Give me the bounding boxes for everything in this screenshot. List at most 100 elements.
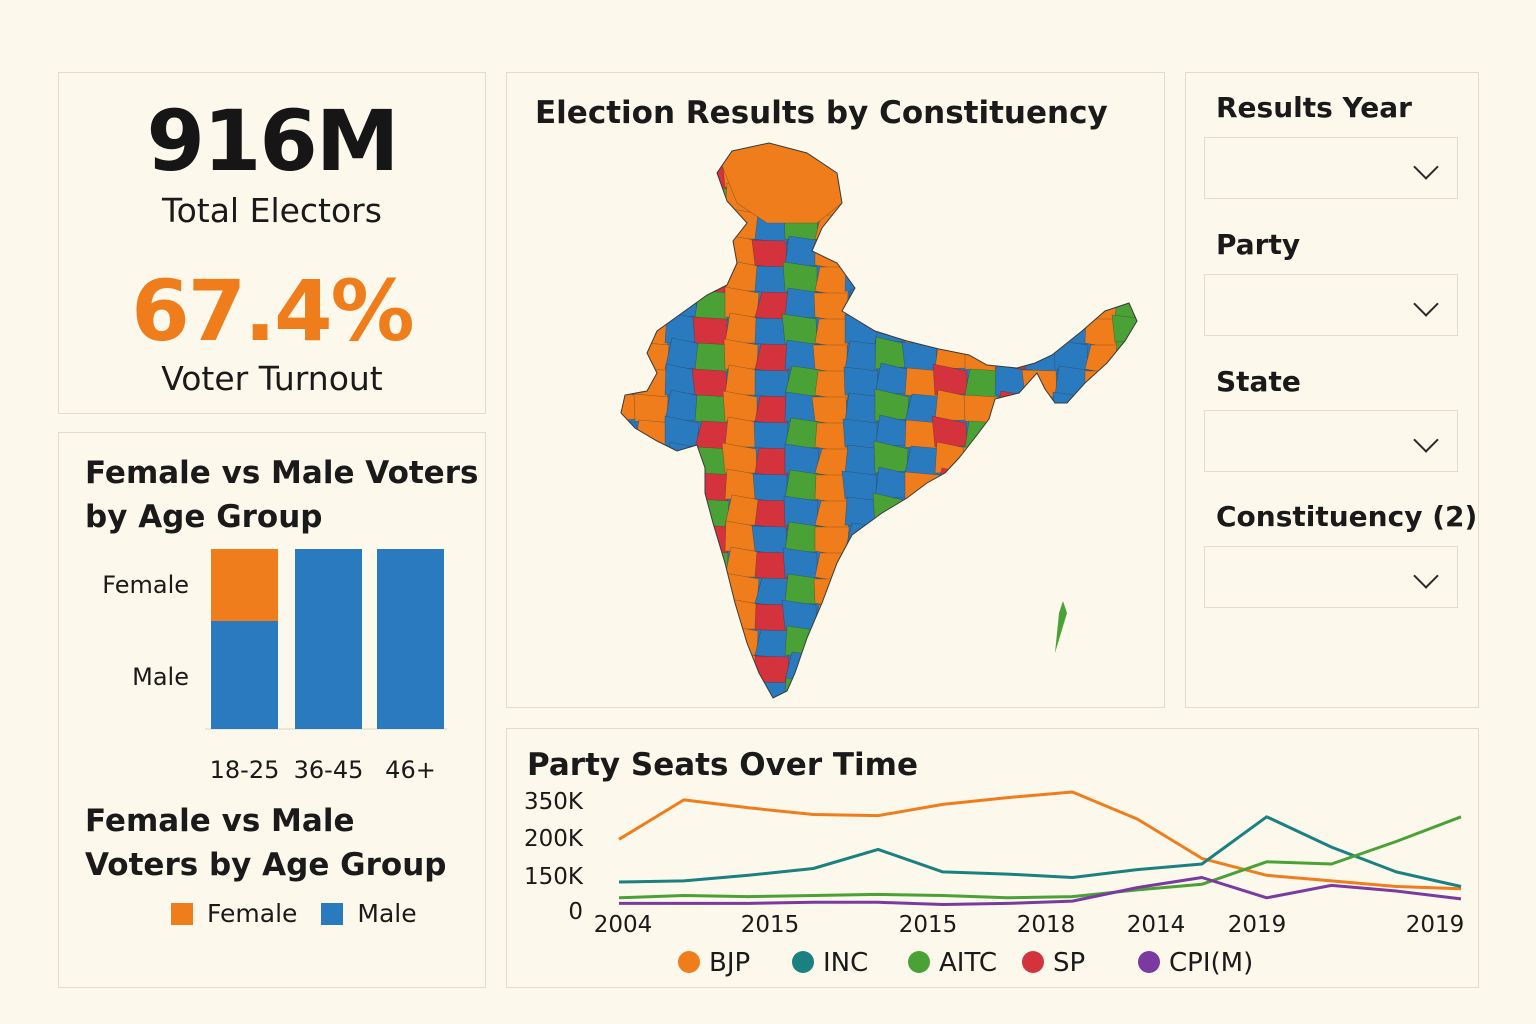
constituency-region[interactable]	[1114, 574, 1152, 606]
constituency-region[interactable]	[1024, 161, 1061, 193]
constituency-region[interactable]	[632, 159, 668, 191]
constituency-region[interactable]	[1024, 447, 1061, 479]
constituency-region[interactable]	[605, 284, 645, 318]
constituency-region[interactable]	[1023, 551, 1059, 583]
constituency-region[interactable]	[964, 576, 1001, 608]
constituency-region[interactable]	[934, 467, 977, 500]
constituency-region[interactable]	[694, 498, 730, 530]
constituency-region[interactable]	[1112, 262, 1147, 294]
constituency-region[interactable]	[844, 626, 885, 658]
constituency-region[interactable]	[605, 258, 640, 292]
constituency-region[interactable]	[634, 627, 670, 659]
constituency-region[interactable]	[904, 185, 940, 217]
constituency-region[interactable]	[605, 180, 647, 214]
party-seats-line-chart[interactable]: 350K 200K 150K 0 2004 2015 2015 2018 2014 2019 201…	[507, 729, 1480, 989]
constituency-region[interactable]	[1024, 136, 1067, 167]
constituency-region[interactable]	[904, 497, 945, 529]
constituency-region[interactable]	[874, 648, 916, 682]
constituency-region[interactable]	[994, 624, 1037, 656]
constituency-region[interactable]	[1084, 682, 1125, 709]
constituency-region[interactable]	[1081, 526, 1118, 558]
bar-male-46+[interactable]	[377, 549, 444, 729]
series-line-cpi(m)[interactable]	[619, 876, 1462, 906]
constituency-region[interactable]	[1024, 187, 1066, 219]
constituency-region[interactable]	[902, 575, 938, 607]
constituency-region[interactable]	[874, 674, 910, 707]
constituency-region[interactable]	[812, 630, 848, 662]
constituency-region[interactable]	[843, 705, 877, 709]
constituency-region[interactable]	[1114, 418, 1155, 450]
constituency-region[interactable]	[934, 233, 976, 266]
results-year-dropdown[interactable]	[1204, 137, 1458, 199]
constituency-region[interactable]	[874, 570, 912, 604]
constituency-region[interactable]	[602, 701, 637, 709]
constituency-region[interactable]	[1054, 183, 1092, 215]
constituency-region[interactable]	[872, 206, 908, 240]
constituency-region[interactable]	[633, 679, 669, 709]
constituency-region[interactable]	[904, 263, 944, 295]
constituency-region[interactable]	[754, 708, 788, 709]
constituency-region[interactable]	[1024, 213, 1060, 245]
constituency-region[interactable]	[1023, 265, 1059, 297]
constituency-region[interactable]	[964, 264, 1007, 296]
constituency-region[interactable]	[634, 341, 670, 373]
constituency-region[interactable]	[994, 546, 1033, 578]
constituency-region[interactable]	[1114, 236, 1153, 268]
constituency-region[interactable]	[604, 310, 639, 344]
constituency-region[interactable]	[662, 519, 698, 552]
constituency-region[interactable]	[784, 235, 824, 267]
constituency-region[interactable]	[784, 625, 822, 657]
constituency-region[interactable]	[783, 495, 819, 527]
constituency-region[interactable]	[694, 576, 734, 608]
constituency-region[interactable]	[964, 472, 1003, 504]
constituency-region[interactable]	[811, 682, 848, 709]
constituency-region[interactable]	[904, 159, 946, 191]
constituency-region[interactable]	[1113, 496, 1148, 528]
constituency-region[interactable]	[784, 287, 823, 319]
constituency-region[interactable]	[934, 623, 974, 656]
constituency-region[interactable]	[725, 703, 762, 709]
constituency-region[interactable]	[934, 493, 971, 526]
constituency-region[interactable]	[1084, 162, 1124, 194]
constituency-region[interactable]	[1083, 422, 1119, 454]
constituency-region[interactable]	[603, 362, 638, 396]
constituency-region[interactable]	[871, 544, 908, 578]
constituency-region[interactable]	[1082, 474, 1118, 506]
constituency-region[interactable]	[635, 706, 673, 709]
constituency-region[interactable]	[605, 206, 641, 240]
constituency-region[interactable]	[992, 234, 1028, 266]
constituency-region[interactable]	[664, 545, 703, 578]
constituency-region[interactable]	[903, 237, 939, 269]
constituency-region[interactable]	[904, 134, 941, 165]
constituency-region[interactable]	[964, 524, 1002, 556]
constituency-region[interactable]	[605, 440, 642, 474]
constituency-region[interactable]	[933, 597, 969, 630]
constituency-region[interactable]	[694, 212, 730, 244]
constituency-region[interactable]	[1051, 157, 1088, 189]
constituency-region[interactable]	[1054, 495, 1097, 527]
constituency-region[interactable]	[1025, 708, 1066, 709]
constituency-region[interactable]	[1054, 287, 1090, 319]
constituency-region[interactable]	[844, 288, 886, 320]
constituency-region[interactable]	[1054, 469, 1092, 501]
constituency-region[interactable]	[963, 394, 999, 426]
constituency-region[interactable]	[694, 628, 733, 660]
constituency-region[interactable]	[963, 680, 999, 709]
constituency-region[interactable]	[994, 650, 1031, 682]
constituency-region[interactable]	[1114, 158, 1149, 190]
constituency-region[interactable]	[634, 549, 677, 581]
constituency-region[interactable]	[961, 212, 998, 244]
constituency-region[interactable]	[994, 598, 1032, 630]
constituency-region[interactable]	[1084, 396, 1125, 428]
constituency-region[interactable]	[693, 264, 729, 296]
constituency-region[interactable]	[1084, 604, 1121, 636]
constituency-region[interactable]	[814, 604, 854, 636]
constituency-map-card[interactable]: Election Results by Constituency	[506, 72, 1165, 708]
constituency-region[interactable]	[1024, 421, 1067, 453]
constituency-region[interactable]	[903, 523, 939, 555]
constituency-region[interactable]	[784, 443, 820, 475]
constituency-region[interactable]	[1114, 626, 1151, 658]
constituency-region[interactable]	[934, 285, 975, 318]
constituency-region[interactable]	[994, 312, 1032, 344]
constituency-region[interactable]	[694, 680, 732, 709]
